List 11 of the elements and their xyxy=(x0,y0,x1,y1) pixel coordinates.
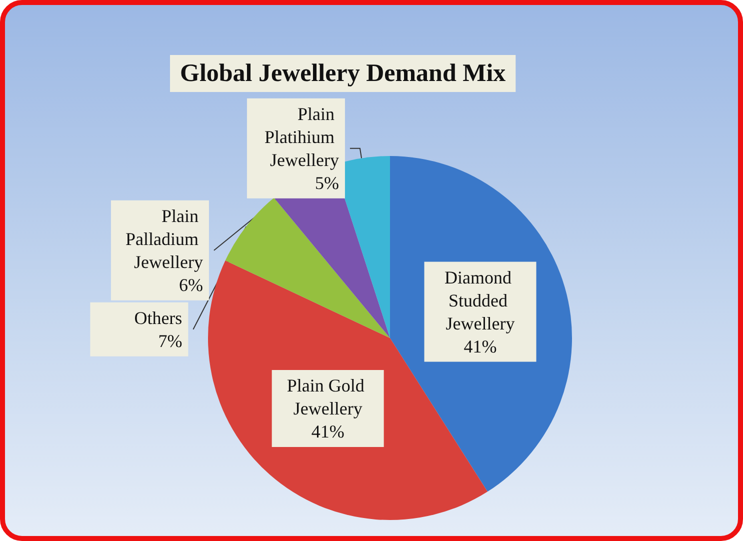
slice-label: Others xyxy=(134,308,182,328)
slice-label: Diamond Studded Jewellery xyxy=(444,267,516,334)
data-label: 6% xyxy=(178,274,203,295)
data-label: 41% xyxy=(464,336,497,356)
slice-label: Plain Gold Jewellery xyxy=(286,376,369,419)
slice-label: Plain Platihium Jewellery xyxy=(264,104,339,170)
data-label: 7% xyxy=(158,330,182,351)
slice-label: Plain Palladium Jewellery xyxy=(125,206,203,272)
data-label: 41% xyxy=(311,422,344,442)
chart-title: Global Jewellery Demand Mix xyxy=(180,60,506,87)
data-label: 5% xyxy=(314,172,339,193)
